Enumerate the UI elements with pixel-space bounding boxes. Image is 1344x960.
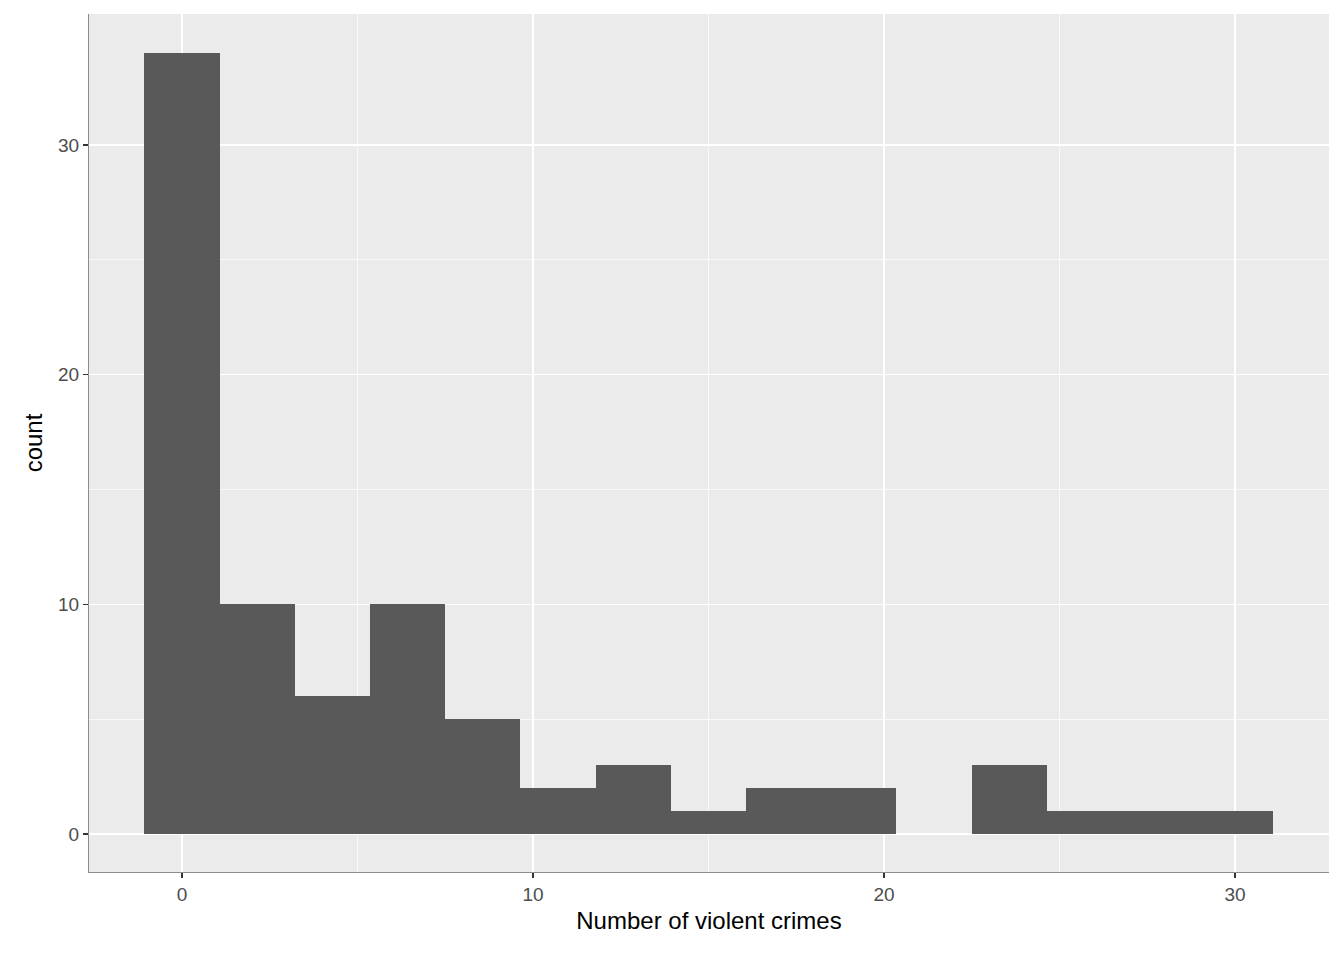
svg-text:0: 0 bbox=[177, 884, 188, 905]
svg-text:count: count bbox=[20, 413, 47, 472]
svg-text:20: 20 bbox=[873, 884, 894, 905]
svg-text:30: 30 bbox=[58, 135, 79, 156]
svg-text:Number of violent crimes: Number of violent crimes bbox=[576, 907, 841, 934]
svg-text:10: 10 bbox=[58, 594, 79, 615]
svg-text:30: 30 bbox=[1224, 884, 1245, 905]
svg-text:0: 0 bbox=[69, 824, 80, 845]
svg-text:20: 20 bbox=[58, 364, 79, 385]
svg-text:10: 10 bbox=[522, 884, 543, 905]
